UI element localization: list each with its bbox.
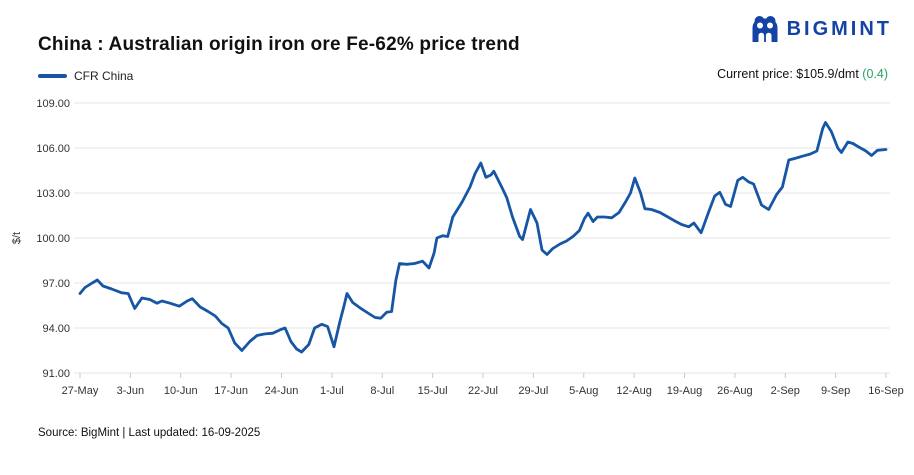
brand-name: BIGMINT [786,17,892,40]
source-note: Source: BigMint | Last updated: 16-09-20… [38,427,261,439]
y-tick-label: 97.00 [42,278,70,290]
page-title: China : Australian origin iron ore Fe-62… [38,34,520,55]
y-tick-label: 94.00 [42,323,70,335]
x-tick-label: 24-Jun [265,385,299,397]
x-tick-label: 26-Aug [717,385,752,397]
x-tick-label: 15-Jul [418,385,448,397]
y-tick-label: 103.00 [36,188,70,200]
y-tick-label: 109.00 [36,98,70,110]
x-tick-label: 16-Sep [868,385,903,397]
legend-label: CFR China [74,69,134,83]
legend-item-cfr-china[interactable]: CFR China [38,69,133,83]
current-price: Current price: $105.9/dmt (0.4) [717,67,888,81]
chart-container: 91.00 94.00 97.00 100.00 103.00 106.00 109.00 $… [0,95,914,407]
price-line-series [78,121,888,354]
brand-logo: BIGMINT [750,14,892,44]
x-tick-label: 5-Aug [569,385,598,397]
y-tick-label: 91.00 [42,368,70,380]
x-tick-label: 22-Jul [468,385,498,397]
x-tick-label: 17-Jun [214,385,248,397]
legend-line-swatch [38,74,67,78]
x-tick-label: 9-Sep [821,385,850,397]
x-tick-label: 29-Jul [518,385,548,397]
price-line-chart: 91.00 94.00 97.00 100.00 103.00 106.00 109.00 $… [11,98,904,397]
x-tick-label: 12-Aug [616,385,651,397]
x-tick-label: 19-Aug [667,385,702,397]
x-tick-label: 10-Jun [164,385,198,397]
x-tick-label: 1-Jul [320,385,344,397]
current-price-change: (0.4) [862,67,888,81]
x-tick-label: 27-May [62,385,99,397]
y-tick-label: 106.00 [36,143,70,155]
x-tick-label: 2-Sep [771,385,800,397]
x-tick-label: 8-Jul [370,385,394,397]
y-axis-title: $/t [11,232,23,244]
bigmint-owl-icon [752,16,778,42]
x-tick-label: 3-Jun [117,385,145,397]
y-tick-label: 100.00 [36,233,70,245]
current-price-label: Current price: $105.9/dmt [717,67,863,81]
